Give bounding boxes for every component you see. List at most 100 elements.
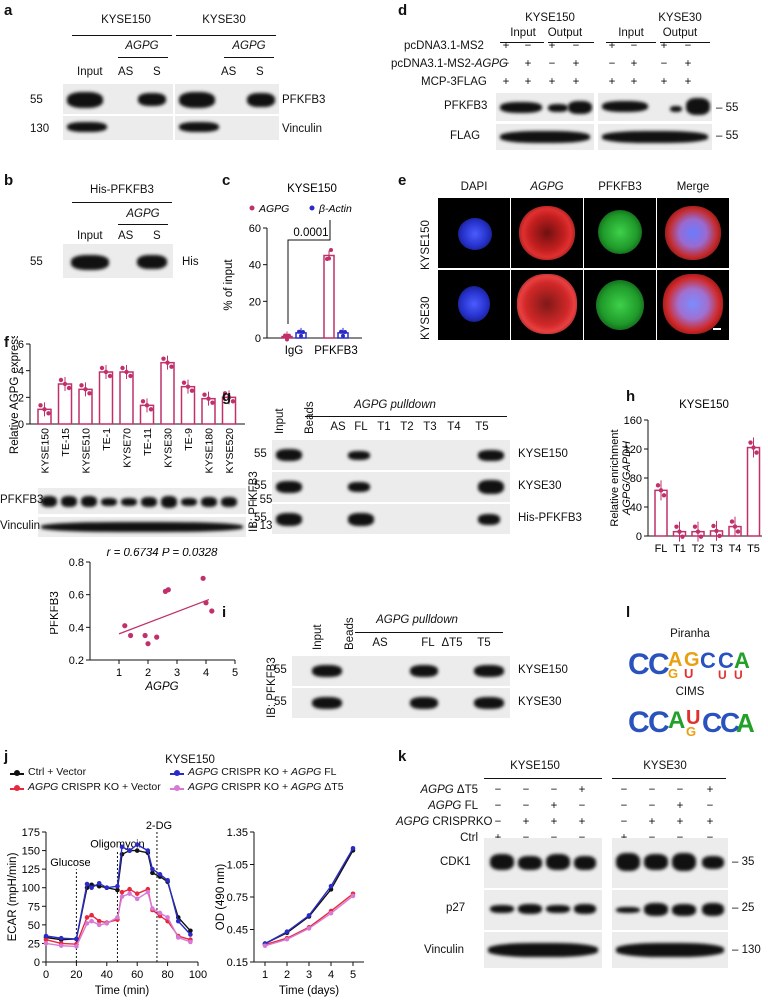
channel-label: AGPG xyxy=(530,181,564,193)
plus-minus-mark: + xyxy=(676,800,684,812)
lane-label: AS xyxy=(118,66,134,78)
header-line xyxy=(224,57,274,58)
cell-line-label: KYSE150 xyxy=(510,760,560,772)
blot-cdk1-kyse30 xyxy=(612,838,728,888)
y-tick-label: 50 xyxy=(28,920,40,932)
data-point xyxy=(169,364,174,369)
data-point xyxy=(58,943,64,948)
motif-label: CIMS xyxy=(675,686,705,698)
mw-marker: 55 xyxy=(274,696,287,708)
data-point xyxy=(306,926,312,931)
panel-letter: e xyxy=(398,172,407,189)
y-tick-label: 0.6 xyxy=(69,590,84,602)
x-tick-label: 5 xyxy=(350,969,356,981)
plus-minus-mark: − xyxy=(660,58,668,70)
y-axis-label: PFKFB3 xyxy=(50,591,61,634)
data-point xyxy=(157,910,163,916)
legend-label: AGPG CRISPR KO + Vector xyxy=(28,781,161,793)
data-point xyxy=(66,385,72,391)
data-point xyxy=(84,921,90,926)
cell-line-label: KYSE30 xyxy=(643,760,687,772)
plus-minus-mark: + xyxy=(572,58,580,70)
data-point xyxy=(284,936,290,942)
data-point xyxy=(140,399,146,404)
row-label: MCP-3FLAG xyxy=(421,76,487,88)
x-tick-label: T5 xyxy=(747,543,760,555)
regression-line xyxy=(118,598,210,635)
svg-text:U: U xyxy=(734,668,743,680)
plus-minus-mark: − xyxy=(578,800,586,812)
blot-vinculin-panel xyxy=(38,517,246,537)
y-tick-label: 75 xyxy=(28,901,40,913)
data-point xyxy=(119,889,125,895)
data-point xyxy=(200,575,206,581)
data-point xyxy=(327,256,331,261)
lane-label: T2 xyxy=(400,421,414,433)
lane-label: AS xyxy=(330,421,346,433)
agpg-label: AGPG xyxy=(126,208,160,220)
row-label: pcDNA3.1-MS2-AGPG xyxy=(391,58,508,70)
svg-text:G: G xyxy=(686,724,696,738)
image-merge-kyse150 xyxy=(657,198,729,268)
data-point xyxy=(677,529,682,534)
lane-label: AS xyxy=(221,66,237,78)
x-tick-label: TE-1 xyxy=(101,428,113,451)
lane-label: T5 xyxy=(475,421,489,433)
data-point xyxy=(339,329,343,334)
data-point xyxy=(103,369,109,375)
lane-label: S xyxy=(256,66,264,78)
svg-text:U: U xyxy=(684,666,693,680)
x-tick-label: 2 xyxy=(145,667,151,679)
data-point xyxy=(695,529,701,534)
panel-letter: k xyxy=(398,748,407,765)
lane-label: T4 xyxy=(447,421,461,433)
x-tick-label: KYSE70 xyxy=(122,428,134,468)
mw-marker: – 25 xyxy=(732,902,755,914)
panel-letter: b xyxy=(4,172,14,189)
svg-text:C: C xyxy=(720,707,740,738)
data-point xyxy=(150,866,155,872)
plus-minus-mark: − xyxy=(620,784,628,796)
plus-minus-mark: + xyxy=(660,40,668,52)
data-point xyxy=(674,524,679,529)
data-point xyxy=(284,929,290,934)
y-tick-label: 0.75 xyxy=(227,892,248,904)
lane-label: AS xyxy=(118,230,134,242)
y-tick-label: 0.2 xyxy=(69,655,84,667)
y-tick-label: 160 xyxy=(624,415,642,427)
data-point xyxy=(128,632,134,639)
panel-letter: f xyxy=(4,334,9,351)
data-point xyxy=(658,488,664,493)
plus-minus-mark: − xyxy=(620,800,628,812)
lane-label: Input xyxy=(77,66,103,78)
agpg-label: AGPG xyxy=(232,40,266,52)
legend-label: β-Actin xyxy=(318,203,352,215)
sequence-logo-cims: C C A U G C C A xyxy=(628,706,754,738)
data-point xyxy=(124,369,129,375)
mw-marker: 55 xyxy=(30,256,43,268)
blot-flag-kyse150 xyxy=(496,124,594,150)
data-point xyxy=(128,373,133,379)
annotation: 2-DG xyxy=(146,820,172,832)
blot-i-kyse150 xyxy=(292,656,510,686)
svg-text:A: A xyxy=(668,649,682,671)
data-point xyxy=(115,883,120,889)
legend-marker xyxy=(249,205,255,211)
plus-minus-mark: + xyxy=(630,76,638,88)
plus-minus-mark: − xyxy=(522,800,530,812)
data-point xyxy=(735,529,741,534)
data-point xyxy=(38,403,43,408)
data-point xyxy=(89,885,94,891)
y-tick-label: 0 xyxy=(34,957,40,969)
image-dapi-kyse150 xyxy=(438,198,510,268)
data-point xyxy=(206,396,211,401)
row-label: KYSE30 xyxy=(518,696,562,708)
data-point xyxy=(162,588,168,594)
mw-marker: – 55 xyxy=(716,130,739,142)
data-point xyxy=(83,387,88,392)
data-point xyxy=(188,932,193,937)
data-point xyxy=(134,891,140,896)
plus-minus-mark: + xyxy=(578,816,586,828)
channel-label: Merge xyxy=(676,181,710,193)
data-point xyxy=(74,944,79,949)
